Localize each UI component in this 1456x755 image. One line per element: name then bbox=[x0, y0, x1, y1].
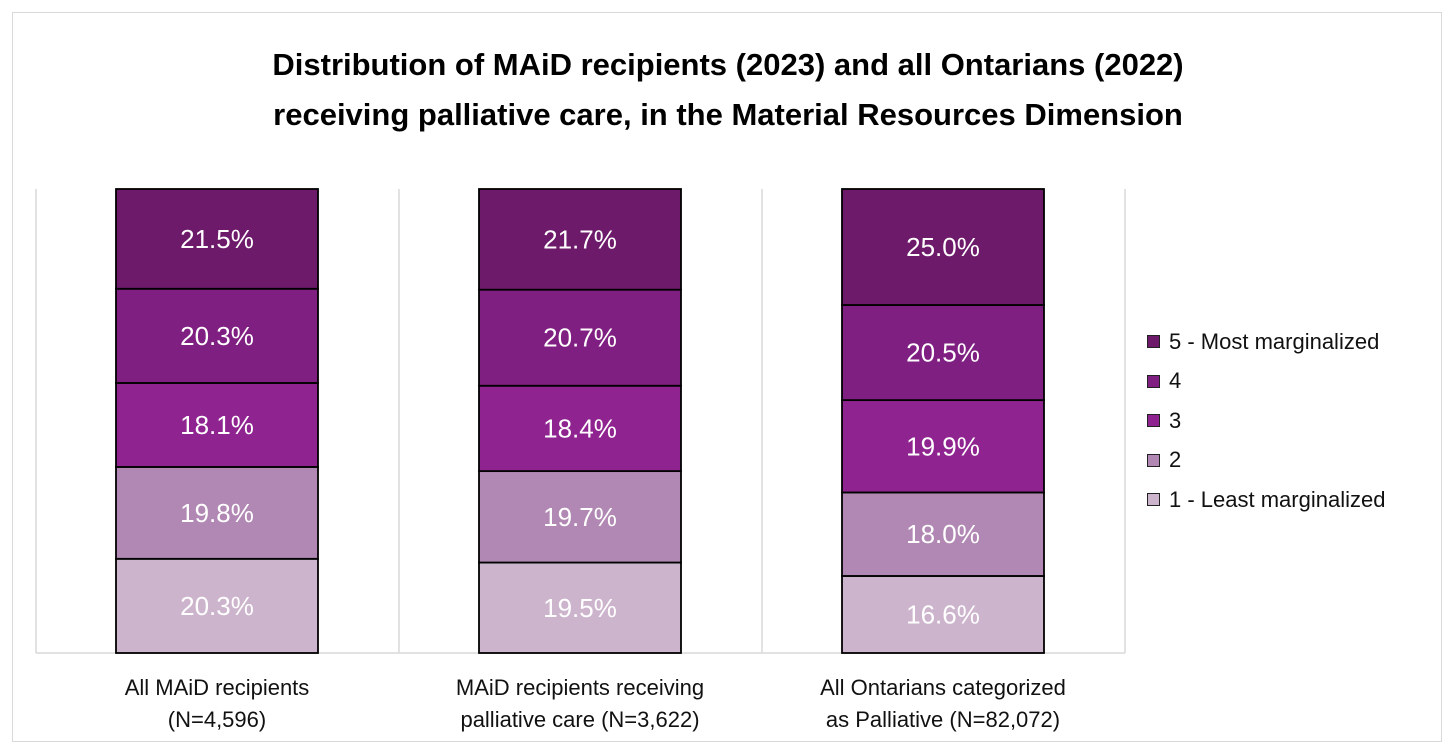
data-label-2-5: 21.7% bbox=[543, 224, 617, 254]
bar-segment-1-1 bbox=[115, 557, 319, 654]
chart-title-line-2: receiving palliative care, in the Materi… bbox=[273, 97, 1183, 132]
data-label-2-2: 19.7% bbox=[543, 502, 617, 532]
bar-segment-2-3 bbox=[478, 384, 682, 473]
bar-segment-2-2 bbox=[478, 470, 682, 564]
legend-swatch-2 bbox=[1147, 453, 1160, 467]
chart-title-line-1: Distribution of MAiD recipients (2023) a… bbox=[272, 47, 1184, 82]
legend: 5 - Most marginalized 4 3 2 1 - Least ma… bbox=[1147, 322, 1385, 520]
bar-segment-3-2 bbox=[841, 491, 1045, 577]
legend-swatch-5 bbox=[1147, 335, 1160, 349]
legend-item-2: 2 bbox=[1147, 441, 1385, 481]
bar-segment-1-5 bbox=[115, 188, 319, 290]
bar-segment-3-4 bbox=[841, 304, 1045, 402]
bar-segment-1-4 bbox=[115, 287, 319, 384]
x-label-1: All MAiD recipients (N=4,596) bbox=[47, 672, 387, 736]
x-label-1-line-1: All MAiD recipients bbox=[124, 675, 310, 700]
data-label-3-3: 19.9% bbox=[906, 431, 980, 461]
bar-segment-3-3 bbox=[841, 399, 1045, 494]
x-label-1-line-2: (N=4,596) bbox=[167, 707, 267, 732]
x-label-2-line-2: palliative care (N=3,622) bbox=[460, 707, 700, 732]
legend-label-2: 2 bbox=[1169, 447, 1182, 473]
legend-swatch-3 bbox=[1147, 414, 1160, 428]
data-label-3-4: 20.5% bbox=[906, 338, 980, 368]
data-label-1-1: 20.3% bbox=[180, 591, 254, 621]
legend-label-5: 5 - Most marginalized bbox=[1169, 328, 1380, 354]
legend-label-3: 3 bbox=[1169, 407, 1182, 433]
data-label-2-3: 18.4% bbox=[543, 413, 617, 443]
legend-label-4: 4 bbox=[1169, 368, 1182, 394]
data-label-2-1: 19.5% bbox=[543, 593, 617, 623]
legend-swatch-1 bbox=[1147, 493, 1160, 507]
legend-item-1: 1 - Least marginalized bbox=[1147, 480, 1385, 520]
legend-swatch-4 bbox=[1147, 374, 1160, 388]
chart-title: Distribution of MAiD recipients (2023) a… bbox=[0, 40, 1456, 140]
data-label-1-4: 20.3% bbox=[180, 321, 254, 351]
legend-item-3: 3 bbox=[1147, 401, 1385, 441]
x-label-3: All Ontarians categorized as Palliative … bbox=[773, 672, 1113, 736]
bar-segment-3-5 bbox=[841, 188, 1045, 306]
data-label-1-3: 18.1% bbox=[180, 410, 254, 440]
x-label-2-line-1: MAiD recipients receiving bbox=[455, 675, 705, 700]
data-label-3-1: 16.6% bbox=[906, 599, 980, 629]
x-label-2: MAiD recipients receiving palliative car… bbox=[410, 672, 750, 736]
legend-label-1: 1 - Least marginalized bbox=[1169, 486, 1386, 512]
data-label-2-4: 20.7% bbox=[543, 323, 617, 353]
bar-segment-2-4 bbox=[478, 288, 682, 387]
legend-item-5: 5 - Most marginalized bbox=[1147, 322, 1385, 362]
bar-segment-2-1 bbox=[478, 561, 682, 654]
data-label-3-5: 25.0% bbox=[906, 232, 980, 262]
x-label-3-line-1: All Ontarians categorized bbox=[820, 675, 1066, 700]
data-label-3-2: 18.0% bbox=[906, 519, 980, 549]
bar-segment-1-3 bbox=[115, 382, 319, 468]
data-label-1-5: 21.5% bbox=[180, 224, 254, 254]
legend-item-4: 4 bbox=[1147, 362, 1385, 402]
bar-segment-2-5 bbox=[478, 188, 682, 291]
bar-segment-1-2 bbox=[115, 466, 319, 560]
bar-segment-3-1 bbox=[841, 575, 1045, 654]
data-label-1-2: 19.8% bbox=[180, 498, 254, 528]
x-label-3-line-2: as Palliative (N=82,072) bbox=[825, 707, 1061, 732]
